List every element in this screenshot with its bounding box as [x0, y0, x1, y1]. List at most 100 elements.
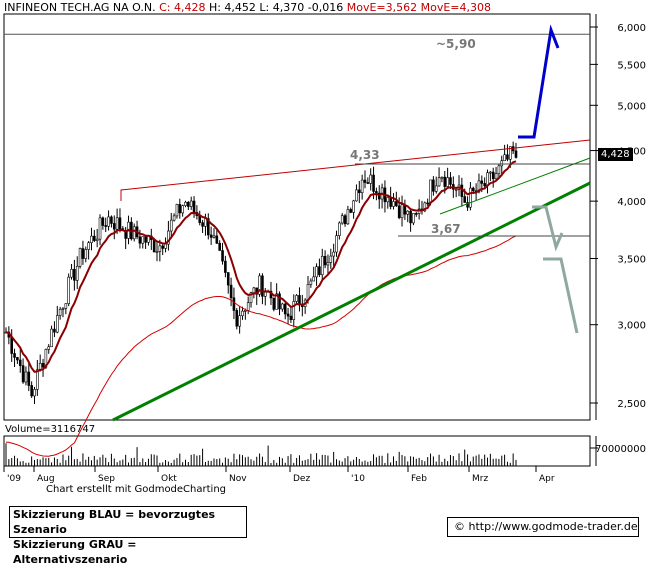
candle-body	[184, 201, 187, 206]
ma-slow-value: MovE=4,308	[420, 1, 491, 14]
candle-body	[70, 268, 73, 278]
candle-body	[81, 248, 85, 259]
trend-line-main	[112, 181, 591, 422]
x-tick-label: Sep	[98, 474, 115, 484]
candle-body	[47, 346, 51, 350]
candle-body	[423, 202, 427, 212]
candle-body	[395, 201, 398, 207]
candle-body	[152, 239, 156, 253]
close-value: C: 4,428	[159, 1, 206, 14]
x-tick-label: Dez	[293, 474, 310, 484]
candle-body	[509, 146, 512, 160]
y-tick-label: 3,500	[617, 254, 646, 265]
candle-body	[263, 291, 267, 297]
candle-body	[90, 235, 93, 243]
x-tick-label: Aug	[37, 474, 55, 484]
candle-body	[483, 183, 486, 187]
candle-body	[246, 302, 250, 311]
candle-body	[503, 154, 506, 162]
candle-body	[118, 217, 122, 229]
candle-body	[312, 276, 316, 282]
candle-body	[132, 226, 136, 240]
candle-body	[338, 222, 341, 236]
source-link[interactable]: © http://www.godmode-trader.de	[447, 517, 639, 537]
candle-body	[471, 187, 475, 192]
x-tick-label: Feb	[411, 474, 427, 484]
candle-body	[27, 371, 31, 386]
x-tick-label: Okt	[161, 474, 177, 484]
candle-body	[235, 310, 239, 327]
volume-label: Volume=3116747	[5, 424, 96, 435]
candle-body	[449, 177, 452, 185]
candle-body	[10, 336, 13, 354]
scenario-grey-2	[543, 257, 579, 334]
candle-body	[340, 215, 344, 224]
candle-body	[212, 235, 216, 238]
chart-credit: Chart erstellt mit GodmodeCharting	[46, 484, 226, 495]
candle-body	[229, 284, 233, 299]
candle-body	[292, 301, 296, 320]
ma-slow-line	[5, 235, 517, 457]
candle-body	[158, 245, 162, 252]
target-label: ~5,90	[436, 37, 476, 51]
legend-grey: Skizzierung GRAU = Alternativszenario	[13, 538, 137, 566]
candle-body	[386, 196, 390, 203]
candle-body	[366, 182, 370, 184]
candle-body	[167, 230, 170, 245]
candle-body	[349, 209, 353, 213]
x-tick-label: Nov	[229, 474, 247, 484]
candle-body	[215, 235, 219, 244]
candle-body	[377, 192, 381, 200]
candle-body	[360, 179, 364, 194]
candle-body	[355, 189, 358, 202]
candle-body	[252, 287, 256, 294]
candle-body	[206, 218, 210, 236]
candle-body	[335, 235, 338, 253]
candle-body	[306, 284, 310, 301]
candle-body	[454, 188, 458, 191]
y-tick-label: 6,000	[617, 23, 646, 34]
y-tick-label: 3,000	[617, 321, 646, 332]
candle-body	[50, 328, 53, 348]
candle-body	[272, 297, 276, 310]
candle-body	[261, 275, 264, 297]
level-high-label: 4,33	[350, 148, 380, 162]
candle-body	[491, 171, 495, 180]
candle-body	[412, 213, 415, 224]
candle-body	[289, 315, 293, 320]
high-value: H: 4,452	[208, 1, 256, 14]
ma-fast-value: MovE=3,562	[346, 1, 418, 14]
candle-body	[41, 363, 45, 368]
candle-body	[67, 276, 70, 304]
candle-body	[172, 215, 176, 221]
candle-body	[514, 150, 518, 158]
candle-body	[221, 250, 224, 262]
candle-body	[73, 268, 76, 281]
candle-body	[84, 249, 88, 259]
candle-body	[18, 359, 22, 366]
candle-body	[372, 174, 375, 192]
ma-fast-line	[5, 160, 517, 373]
candle-body	[432, 179, 435, 192]
candle-body	[426, 202, 429, 205]
candle-body	[224, 260, 227, 273]
candle-body	[178, 204, 182, 214]
candle-body	[414, 213, 418, 215]
candle-body	[209, 234, 213, 238]
candle-body	[115, 217, 119, 230]
candle-body	[295, 295, 298, 302]
candle-body	[95, 238, 99, 241]
candle-body	[434, 185, 438, 192]
candle-body	[275, 293, 278, 310]
candle-body	[429, 179, 432, 204]
candle-body	[98, 217, 102, 240]
candle-body	[258, 275, 261, 295]
y-tick-label: 4,000	[617, 197, 646, 208]
candle-body	[278, 293, 281, 310]
candle-body	[318, 266, 321, 276]
candle-body	[352, 200, 355, 213]
candle-body	[36, 369, 39, 390]
candle-body	[309, 280, 313, 285]
candle-body	[323, 255, 327, 266]
candle-body	[87, 242, 90, 250]
